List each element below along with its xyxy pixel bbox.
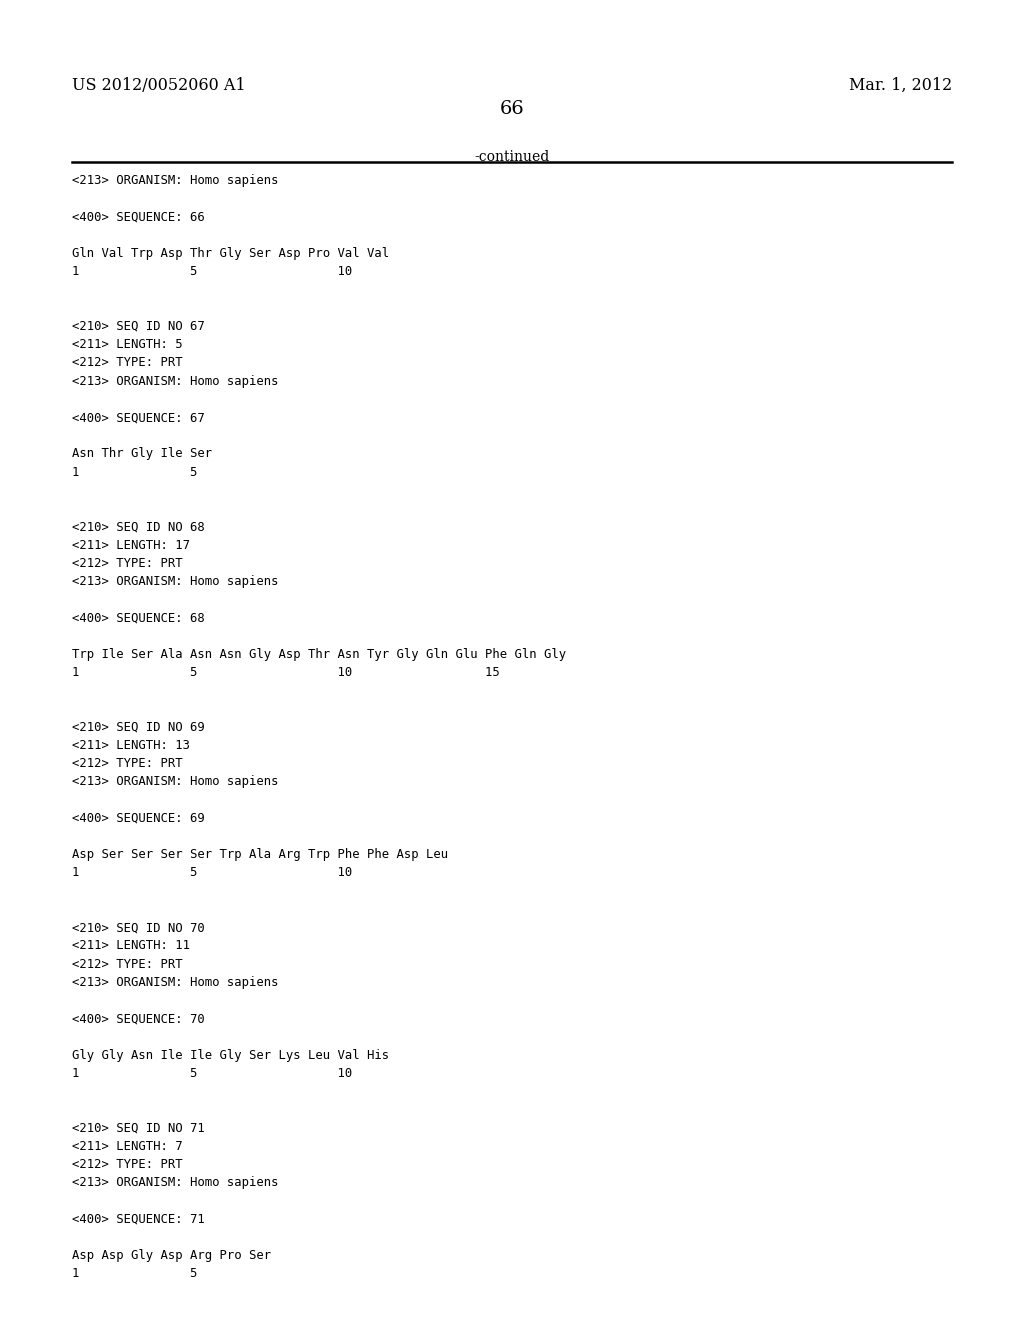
Text: <400> SEQUENCE: 71: <400> SEQUENCE: 71 [72,1213,205,1225]
Text: -continued: -continued [474,150,550,165]
Text: <211> LENGTH: 7: <211> LENGTH: 7 [72,1139,182,1152]
Text: 1               5: 1 5 [72,466,197,479]
Text: 1               5                   10: 1 5 10 [72,866,352,879]
Text: 66: 66 [500,100,524,119]
Text: 1               5: 1 5 [72,1267,197,1280]
Text: 1               5                   10                  15: 1 5 10 15 [72,667,500,678]
Text: <212> TYPE: PRT: <212> TYPE: PRT [72,957,182,970]
Text: <213> ORGANISM: Homo sapiens: <213> ORGANISM: Homo sapiens [72,775,279,788]
Text: <211> LENGTH: 17: <211> LENGTH: 17 [72,539,189,552]
Text: <213> ORGANISM: Homo sapiens: <213> ORGANISM: Homo sapiens [72,174,279,187]
Text: <212> TYPE: PRT: <212> TYPE: PRT [72,356,182,370]
Text: Trp Ile Ser Ala Asn Asn Gly Asp Thr Asn Tyr Gly Gln Glu Phe Gln Gly: Trp Ile Ser Ala Asn Asn Gly Asp Thr Asn … [72,648,566,661]
Text: Asp Asp Gly Asp Arg Pro Ser: Asp Asp Gly Asp Arg Pro Ser [72,1249,270,1262]
Text: <213> ORGANISM: Homo sapiens: <213> ORGANISM: Homo sapiens [72,576,279,587]
Text: <400> SEQUENCE: 66: <400> SEQUENCE: 66 [72,211,205,223]
Text: <212> TYPE: PRT: <212> TYPE: PRT [72,557,182,570]
Text: <213> ORGANISM: Homo sapiens: <213> ORGANISM: Homo sapiens [72,375,279,388]
Text: Mar. 1, 2012: Mar. 1, 2012 [849,77,952,94]
Text: <210> SEQ ID NO 71: <210> SEQ ID NO 71 [72,1122,205,1134]
Text: Asp Ser Ser Ser Ser Trp Ala Arg Trp Phe Phe Asp Leu: Asp Ser Ser Ser Ser Trp Ala Arg Trp Phe … [72,849,447,861]
Text: <400> SEQUENCE: 70: <400> SEQUENCE: 70 [72,1012,205,1026]
Text: Gly Gly Asn Ile Ile Gly Ser Lys Leu Val His: Gly Gly Asn Ile Ile Gly Ser Lys Leu Val … [72,1048,389,1061]
Text: US 2012/0052060 A1: US 2012/0052060 A1 [72,77,246,94]
Text: <210> SEQ ID NO 69: <210> SEQ ID NO 69 [72,721,205,734]
Text: <213> ORGANISM: Homo sapiens: <213> ORGANISM: Homo sapiens [72,975,279,989]
Text: <211> LENGTH: 11: <211> LENGTH: 11 [72,940,189,952]
Text: 1               5                   10: 1 5 10 [72,1067,352,1080]
Text: <210> SEQ ID NO 68: <210> SEQ ID NO 68 [72,520,205,533]
Text: <213> ORGANISM: Homo sapiens: <213> ORGANISM: Homo sapiens [72,1176,279,1189]
Text: <400> SEQUENCE: 69: <400> SEQUENCE: 69 [72,812,205,825]
Text: <212> TYPE: PRT: <212> TYPE: PRT [72,1158,182,1171]
Text: <400> SEQUENCE: 67: <400> SEQUENCE: 67 [72,411,205,424]
Text: Asn Thr Gly Ile Ser: Asn Thr Gly Ile Ser [72,447,212,461]
Text: Gln Val Trp Asp Thr Gly Ser Asp Pro Val Val: Gln Val Trp Asp Thr Gly Ser Asp Pro Val … [72,247,389,260]
Text: <210> SEQ ID NO 70: <210> SEQ ID NO 70 [72,921,205,935]
Text: 1               5                   10: 1 5 10 [72,265,352,279]
Text: <400> SEQUENCE: 68: <400> SEQUENCE: 68 [72,611,205,624]
Text: <211> LENGTH: 13: <211> LENGTH: 13 [72,739,189,752]
Text: <210> SEQ ID NO 67: <210> SEQ ID NO 67 [72,319,205,333]
Text: <211> LENGTH: 5: <211> LENGTH: 5 [72,338,182,351]
Text: <212> TYPE: PRT: <212> TYPE: PRT [72,758,182,770]
